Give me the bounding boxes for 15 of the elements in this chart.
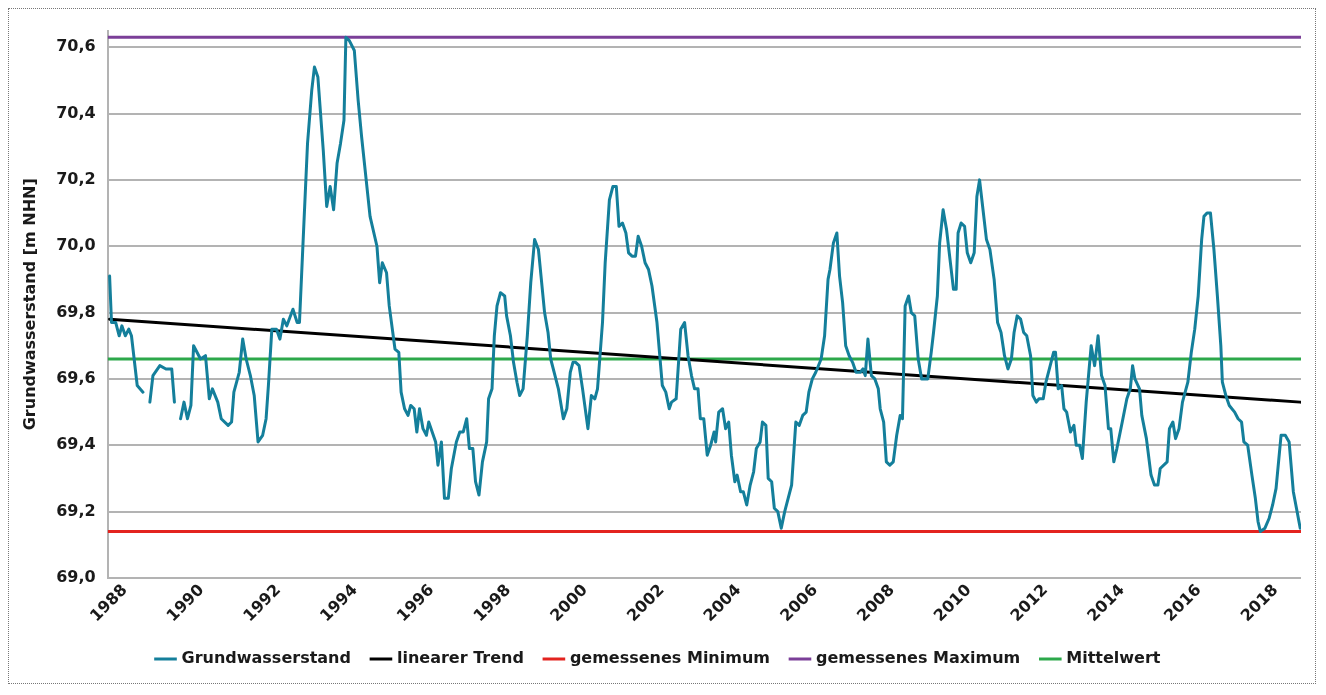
- y-tick-label: 70,6: [56, 36, 96, 56]
- y-tick-label: 69,4: [56, 434, 96, 454]
- y-tick-label: 70,2: [56, 169, 96, 189]
- y-tick-label: 69,2: [56, 500, 96, 520]
- y-tick-label: 69,8: [56, 301, 96, 321]
- legend-label: gemessenes Minimum: [569, 648, 770, 668]
- y-tick-label: 69,0: [56, 567, 96, 587]
- legend-label: gemessenes Maximum: [815, 648, 1021, 668]
- y-tick-label: 70,4: [56, 102, 96, 122]
- legend-label: Mittelwert: [1066, 648, 1161, 668]
- legend-label: linearer Trend: [396, 648, 524, 668]
- y-tick-label: 69,6: [56, 368, 96, 388]
- y-tick-label: 70,0: [56, 235, 96, 255]
- legend-label: Grundwasserstand: [181, 648, 351, 668]
- y-axis-title: Grundwasserstand [m NHN]: [19, 178, 39, 431]
